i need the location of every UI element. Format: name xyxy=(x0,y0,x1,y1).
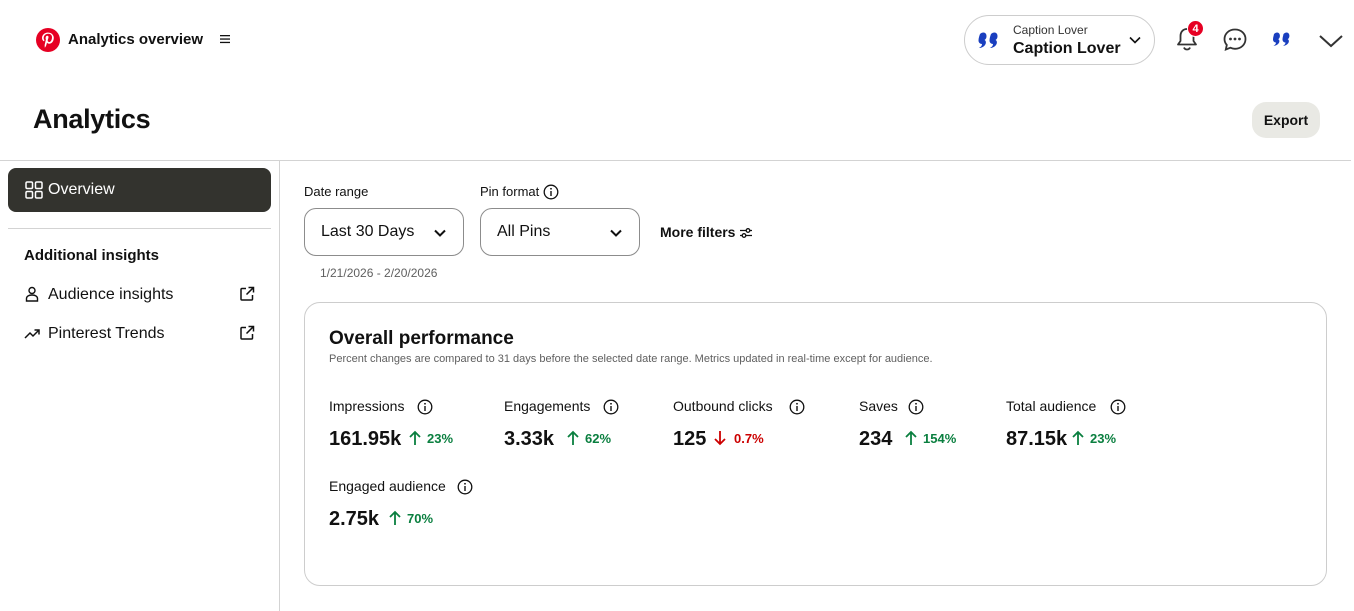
date-range-value: Last 30 Days xyxy=(321,223,415,240)
account-type-label: Caption Lover xyxy=(1013,23,1088,37)
external-link-icon xyxy=(240,286,255,301)
metric-change-engaged-audience: 70% xyxy=(407,511,434,526)
sidebar-section-title: Additional insights xyxy=(24,247,159,264)
metric-change-engagements: 62% xyxy=(585,431,612,446)
metric-change-saves: 154% xyxy=(923,431,957,446)
date-range-label: Date range xyxy=(304,184,369,199)
pin-format-select[interactable]: All Pins xyxy=(480,208,640,256)
arrow-up-icon xyxy=(389,510,401,525)
date-range-select[interactable]: Last 30 Days xyxy=(304,208,464,256)
chevron-down-icon xyxy=(610,229,622,237)
grid-icon xyxy=(25,181,43,199)
metric-value-saves: 234 xyxy=(859,428,893,450)
metric-change-outbound-clicks: 0.7% xyxy=(734,431,764,446)
metric-value-impressions: 161.95k xyxy=(329,428,402,450)
pin-format-value: All Pins xyxy=(497,223,551,240)
chevron-down-icon xyxy=(434,229,446,237)
metric-label-saves: Saves xyxy=(859,398,898,414)
metric-label-total-audience: Total audience xyxy=(1006,398,1097,414)
info-icon[interactable] xyxy=(908,399,924,415)
sidebar-separator xyxy=(8,228,271,229)
metric-value-outbound-clicks: 125 xyxy=(673,428,707,450)
sidebar-item-label: Overview xyxy=(48,181,115,198)
pin-format-label: Pin format xyxy=(480,184,540,199)
messages-icon[interactable] xyxy=(1222,27,1248,53)
account-name: Caption Lover xyxy=(1013,40,1121,57)
date-range-dates: 1/21/2026 - 2/20/2026 xyxy=(320,266,438,280)
metric-label-outbound-clicks: Outbound clicks xyxy=(673,398,773,414)
pinterest-logo-icon[interactable] xyxy=(35,27,61,53)
account-avatar-icon xyxy=(975,26,1005,56)
metric-label-engaged-audience: Engaged audience xyxy=(329,478,446,494)
sidebar-item-audience-insights[interactable]: Audience insights xyxy=(8,278,271,310)
top-bar: Analytics overview Caption Lover Caption… xyxy=(0,0,1354,80)
metric-value-total-audience: 87.15k xyxy=(1006,428,1068,450)
info-icon[interactable] xyxy=(543,184,559,200)
sidebar-item-pinterest-trends[interactable]: Pinterest Trends xyxy=(8,317,271,349)
info-icon[interactable] xyxy=(417,399,433,415)
sidebar-divider xyxy=(279,161,280,611)
info-icon[interactable] xyxy=(457,479,473,495)
export-button[interactable]: Export xyxy=(1252,102,1320,138)
arrow-up-icon xyxy=(905,430,917,445)
person-icon xyxy=(25,286,39,302)
card-subtitle: Percent changes are compared to 31 days … xyxy=(329,353,933,365)
card-title: Overall performance xyxy=(329,328,514,349)
header-divider xyxy=(0,160,1351,161)
arrow-up-icon xyxy=(1072,430,1084,445)
sidebar-item-label: Audience insights xyxy=(48,286,174,303)
arrow-down-icon xyxy=(714,431,726,446)
app-title: Analytics overview xyxy=(68,31,204,48)
more-filters-button[interactable]: More filters xyxy=(660,224,736,240)
page-title: Analytics xyxy=(33,104,151,134)
info-icon[interactable] xyxy=(1110,399,1126,415)
chevron-down-icon xyxy=(1129,36,1141,44)
external-link-icon xyxy=(240,325,255,340)
accounts-chevron-down-icon[interactable] xyxy=(1318,34,1344,48)
menu-icon[interactable] xyxy=(219,33,231,45)
overall-performance-card xyxy=(304,302,1327,586)
info-icon[interactable] xyxy=(603,399,619,415)
metric-change-total-audience: 23% xyxy=(1090,431,1117,446)
info-icon[interactable] xyxy=(789,399,805,415)
sidebar-item-label: Pinterest Trends xyxy=(48,325,165,342)
arrow-up-icon xyxy=(409,430,421,445)
sidebar-item-overview[interactable]: Overview xyxy=(8,168,271,212)
metric-label-impressions: Impressions xyxy=(329,398,405,414)
notification-badge: 4 xyxy=(1187,20,1204,37)
metric-change-impressions: 23% xyxy=(427,431,454,446)
profile-avatar-icon[interactable] xyxy=(1270,27,1296,53)
filter-sliders-icon[interactable] xyxy=(739,226,753,240)
arrow-up-icon xyxy=(567,430,579,445)
trend-icon xyxy=(24,329,40,339)
account-switcher[interactable]: Caption Lover Caption Lover xyxy=(964,15,1155,65)
metric-value-engagements: 3.33k xyxy=(504,428,555,450)
metric-label-engagements: Engagements xyxy=(504,398,591,414)
metric-value-engaged-audience: 2.75k xyxy=(329,508,380,530)
